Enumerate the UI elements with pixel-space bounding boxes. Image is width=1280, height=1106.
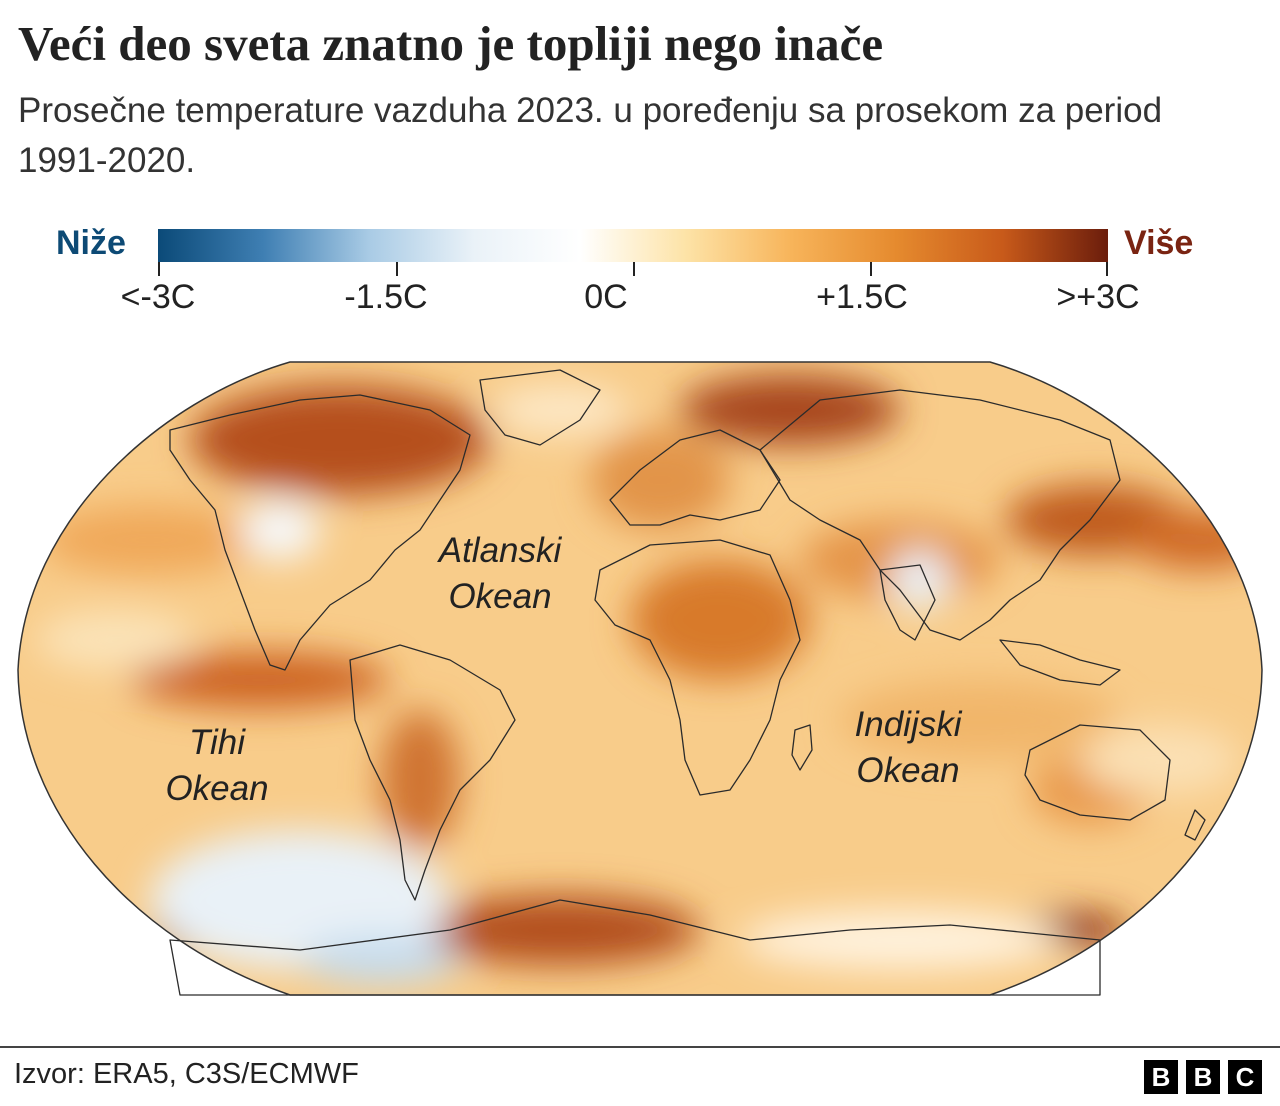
pacific-ocean-label: Tihi Okean bbox=[165, 720, 268, 812]
globe-outline bbox=[17, 361, 1263, 996]
pacific-label-line-2: Okean bbox=[165, 769, 269, 808]
legend-high-label: Više bbox=[1124, 224, 1194, 262]
legend-tick-label-2: -1.5C bbox=[344, 278, 428, 316]
pacific-label-line-1: Tihi bbox=[188, 723, 246, 762]
footer-divider bbox=[0, 1046, 1280, 1048]
atlantic-ocean-label: Atlanski Okean bbox=[439, 528, 562, 620]
coastlines bbox=[169, 369, 1206, 996]
legend-tick-3 bbox=[633, 262, 635, 276]
page-subtitle: Prosečne temperature vazduha 2023. u por… bbox=[18, 91, 1163, 180]
legend-low-label: Niže bbox=[56, 224, 126, 262]
world-temperature-map: Atlanski Okean Tihi Okean Indijski Okean bbox=[0, 340, 1280, 1020]
legend-tick-1 bbox=[158, 262, 160, 276]
bbc-logo-letter-1: B bbox=[1144, 1060, 1178, 1094]
bbc-logo-letter-2: B bbox=[1186, 1060, 1220, 1094]
legend-tick-2 bbox=[396, 262, 398, 276]
legend-tick-label-4: +1.5C bbox=[816, 278, 908, 316]
legend-tick-label-3: 0C bbox=[584, 278, 628, 316]
legend-tick-4 bbox=[870, 262, 872, 276]
atlantic-label-line-1: Atlanski bbox=[438, 531, 562, 570]
source-credit: Izvor: ERA5, C3S/ECMWF bbox=[14, 1058, 359, 1090]
indian-label-line-2: Okean bbox=[856, 751, 960, 790]
legend-tick-5 bbox=[1106, 262, 1108, 276]
page-title: Veći deo sveta znatno je topliji nego in… bbox=[18, 16, 884, 71]
legend-tick-label-1: <-3C bbox=[120, 278, 196, 316]
anomaly-field bbox=[18, 362, 1262, 995]
legend-tick-label-5: >+3C bbox=[1056, 278, 1140, 316]
indian-label-line-1: Indijski bbox=[854, 705, 962, 744]
bbc-logo-letter-3: C bbox=[1228, 1060, 1262, 1094]
bbc-logo: B B C bbox=[1144, 1060, 1262, 1094]
indian-ocean-label: Indijski Okean bbox=[855, 702, 962, 794]
legend-color-bar bbox=[158, 229, 1108, 262]
atlantic-label-line-2: Okean bbox=[448, 577, 552, 616]
map-svg bbox=[17, 361, 1263, 996]
